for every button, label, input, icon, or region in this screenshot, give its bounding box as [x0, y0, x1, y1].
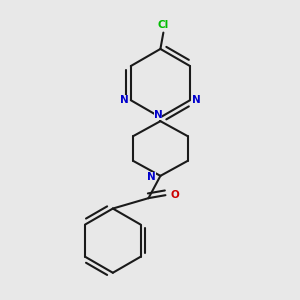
Text: N: N [192, 94, 201, 105]
Text: N: N [120, 94, 129, 105]
Text: Cl: Cl [158, 20, 169, 30]
Text: N: N [147, 172, 156, 182]
Text: N: N [154, 110, 162, 120]
Text: O: O [171, 190, 179, 200]
